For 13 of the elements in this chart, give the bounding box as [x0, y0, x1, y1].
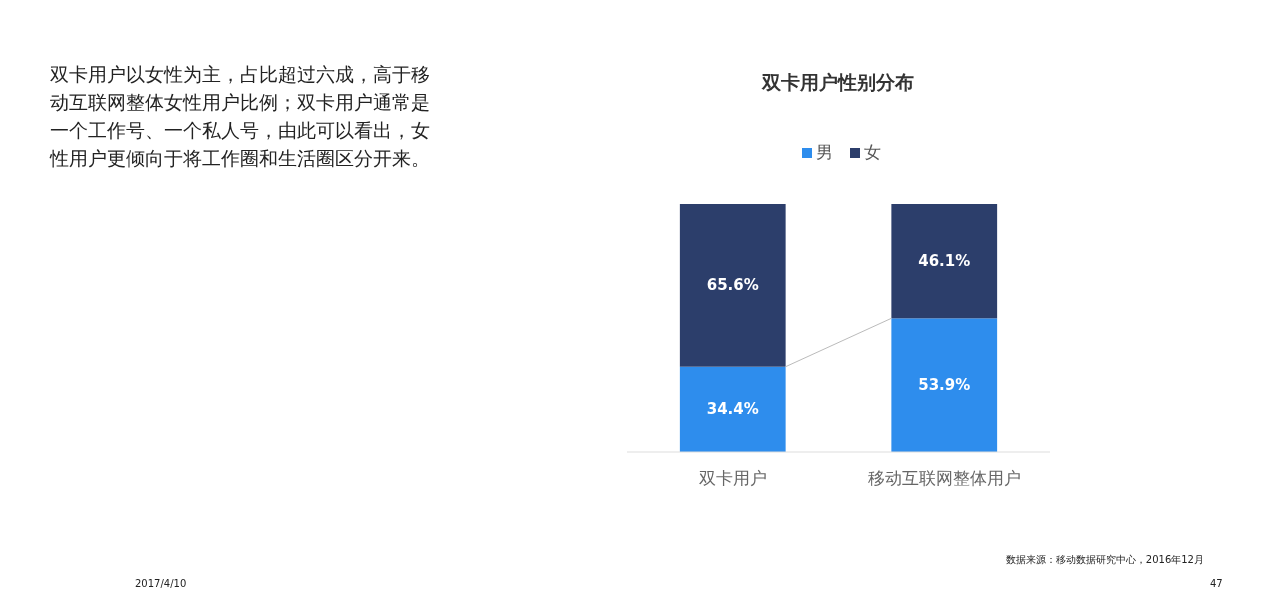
- data-label: 34.4%: [706, 400, 759, 419]
- data-label: 53.9%: [918, 376, 971, 395]
- x-tick-label: 移动互联网整体用户: [867, 468, 1021, 488]
- text: 2017/4/10: [135, 578, 187, 589]
- text: 47: [1210, 578, 1223, 589]
- data-label: 46.1%: [918, 252, 971, 271]
- legend-label: 女: [864, 142, 881, 162]
- chart-title: 双卡用户性别分布: [761, 71, 914, 93]
- x-tick-label: 双卡用户: [698, 468, 767, 488]
- legend-label: 男: [816, 142, 833, 162]
- data-label: 65.6%: [706, 276, 759, 295]
- source-note: 数据来源：移动数据研究中心，2016年12月: [1005, 554, 1204, 565]
- text: 双卡用户以女性为主，占比超过六成，高于移动互联网整体女性用户比例；双卡用户通常是一个工作号、一个私人号，由此可以看出，女性用户更倾向于将工作圈和生活圈区分开来。: [50, 62, 431, 171]
